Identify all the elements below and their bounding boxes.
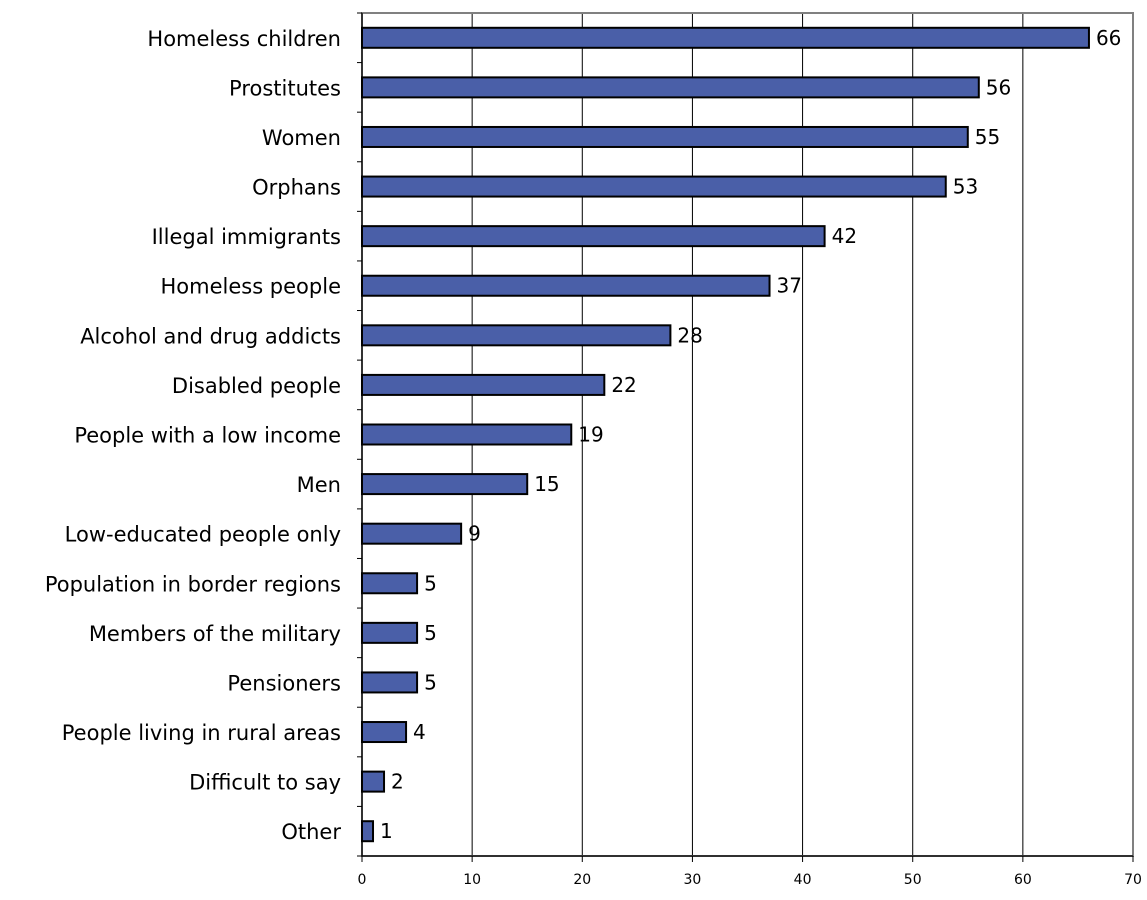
x-tick-label-40: 40 [794, 872, 812, 888]
bar-population-in-border-regions [361, 572, 419, 595]
value-label-prostitutes: 56 [986, 75, 1011, 99]
x-tick-label-70: 70 [1124, 872, 1142, 888]
category-label-women: Women [262, 126, 341, 150]
bar-illegal-immigrants [361, 225, 826, 248]
value-label-members-of-the-military: 5 [424, 621, 437, 645]
category-label-other: Other [281, 820, 341, 844]
axis-layer [357, 12, 1134, 862]
bar-disabled-people [361, 373, 606, 396]
category-labels-layer: Homeless children Prostitutes Women Orphans… [45, 27, 342, 844]
category-label-prostitutes: Prostitutes [229, 76, 341, 100]
category-label-homeless-people: Homeless people [160, 275, 341, 299]
bar-prostitutes [361, 76, 980, 99]
value-label-illegal-immigrants: 42 [832, 224, 857, 248]
bar-homeless-people [361, 274, 771, 297]
category-label-members-of-the-military: Members of the military [89, 622, 341, 646]
value-label-low-educated-people-only: 9 [468, 522, 481, 546]
value-label-difficult-to-say: 2 [391, 770, 404, 794]
category-label-homeless-children: Homeless children [147, 27, 341, 51]
category-label-difficult-to-say: Difficult to say [189, 771, 341, 795]
category-label-alcohol-and-drug-addicts: Alcohol and drug addicts [80, 324, 341, 348]
bar-people-with-a-low-income [361, 423, 573, 446]
bar-alcohol-and-drug-addicts [361, 324, 672, 347]
bar-homeless-children [361, 26, 1090, 49]
bar-men [361, 473, 529, 496]
x-tick-label-20: 20 [573, 872, 591, 888]
value-label-people-living-in-rural-areas: 4 [413, 720, 426, 744]
value-label-women: 55 [975, 125, 1000, 149]
category-label-disabled-people: Disabled people [172, 374, 341, 398]
bars-layer [361, 26, 1090, 843]
value-label-homeless-people: 37 [777, 274, 802, 298]
category-label-population-in-border-regions: Population in border regions [45, 572, 341, 596]
category-label-people-living-in-rural-areas: People living in rural areas [62, 721, 341, 745]
bar-low-educated-people-only [361, 522, 463, 545]
bar-women [361, 125, 969, 148]
x-tick-label-50: 50 [904, 872, 922, 888]
bar-other [361, 820, 375, 843]
bar-difficult-to-say [361, 770, 386, 793]
bar-orphans [361, 175, 947, 198]
value-label-pensioners: 5 [424, 670, 437, 694]
x-tick-label-10: 10 [463, 872, 481, 888]
x-tick-label-60: 60 [1014, 872, 1032, 888]
category-label-people-with-a-low-income: People with a low income [74, 424, 341, 448]
value-label-other: 1 [380, 819, 393, 843]
x-tick-label-30: 30 [684, 872, 702, 888]
category-label-men: Men [297, 473, 341, 497]
tick-labels-layer: 0 10 20 30 40 50 60 70 [358, 872, 1142, 888]
value-label-people-with-a-low-income: 19 [578, 423, 603, 447]
x-tick-label-0: 0 [358, 872, 367, 888]
bar-members-of-the-military [361, 621, 419, 644]
value-label-alcohol-and-drug-addicts: 28 [677, 323, 702, 347]
value-label-homeless-children: 66 [1096, 26, 1121, 50]
bar-pensioners [361, 671, 419, 694]
value-label-population-in-border-regions: 5 [424, 571, 437, 595]
grid-layer [361, 12, 1134, 857]
category-label-orphans: Orphans [252, 176, 341, 200]
value-label-orphans: 53 [953, 175, 978, 199]
category-label-illegal-immigrants: Illegal immigrants [152, 225, 341, 249]
value-label-men: 15 [534, 472, 559, 496]
category-label-pensioners: Pensioners [227, 671, 341, 695]
value-label-disabled-people: 22 [611, 373, 636, 397]
category-label-low-educated-people-only: Low-educated people only [65, 523, 341, 547]
bar-people-living-in-rural-areas [361, 721, 408, 744]
